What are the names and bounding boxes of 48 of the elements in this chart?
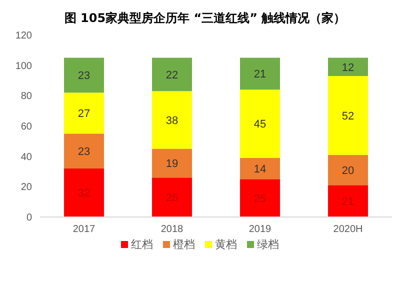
bar [240, 179, 280, 217]
y-tick-label: 20 [20, 182, 32, 194]
bar [240, 90, 280, 158]
bar [152, 91, 192, 149]
legend-label: 红档 [131, 237, 153, 252]
bar [328, 58, 368, 76]
data-label: 23 [78, 70, 90, 82]
bar [152, 148, 192, 178]
data-label: 12 [342, 62, 354, 74]
bar [64, 92, 104, 134]
data-label: 26 [166, 192, 178, 204]
data-label: 45 [254, 118, 266, 131]
y-tick-label: 80 [20, 91, 32, 102]
bar [328, 154, 368, 186]
bar [240, 158, 280, 180]
data-label: 23 [78, 146, 90, 158]
y-tick-label: 100 [15, 60, 32, 72]
y-tick-label: 40 [20, 152, 32, 163]
bar [328, 185, 368, 217]
bar [64, 134, 104, 168]
x-tick-label: 2020H [333, 224, 363, 236]
data-label: 21 [342, 196, 354, 208]
data-label: 52 [342, 110, 354, 122]
y-tick-label: 0 [26, 212, 32, 224]
bar [240, 58, 280, 90]
y-tick-label: 120 [15, 30, 32, 42]
x-tick-label: 2017 [72, 224, 96, 236]
legend-label: 黄档 [215, 237, 237, 252]
data-label: 38 [166, 114, 178, 127]
data-label: 20 [342, 164, 354, 177]
data-label: 25 [254, 192, 266, 205]
x-tick-label: 2018 [160, 224, 184, 236]
data-label: 22 [166, 69, 178, 82]
bar [328, 76, 368, 155]
chart-title: 图 105家典型房企历年 “三道红线” 触线情况（家） [63, 10, 347, 27]
data-label: 19 [166, 158, 178, 170]
y-tick-label: 60 [20, 122, 32, 133]
bar [152, 58, 192, 92]
data-label: 21 [254, 68, 266, 81]
legend-label: 绿档 [257, 237, 279, 252]
data-label: 14 [254, 163, 266, 176]
x-tick-label: 2019 [248, 224, 272, 236]
data-label: 27 [78, 108, 90, 120]
bar [64, 168, 104, 217]
bar [152, 178, 192, 217]
bar [64, 58, 104, 93]
legend-label: 橙档 [173, 237, 195, 252]
data-label: 32 [78, 188, 90, 200]
